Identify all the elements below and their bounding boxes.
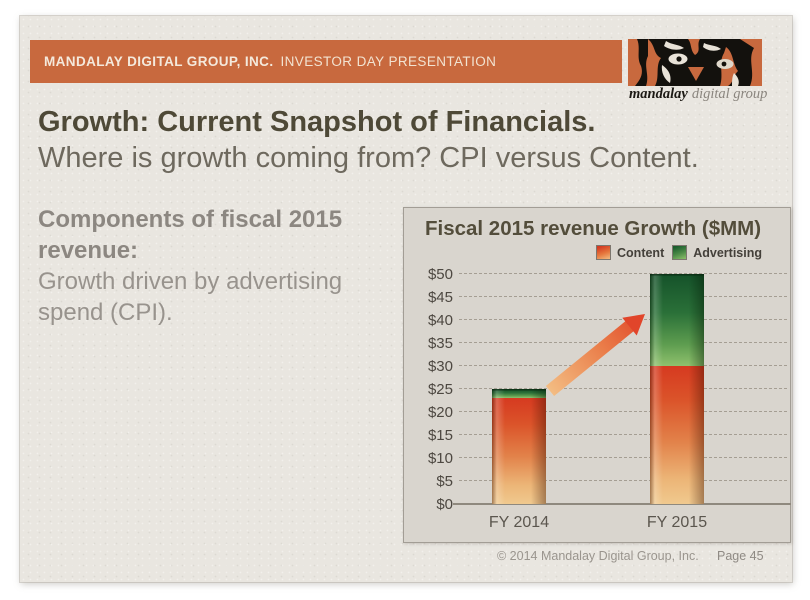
logo-word-main: mandalay xyxy=(629,86,688,102)
tiger-logo-icon xyxy=(628,39,762,86)
body-lead: Components of fiscal 2015 revenue: xyxy=(38,206,343,264)
legend-swatch-advertising xyxy=(672,245,688,260)
company-name: MANDALAY DIGITAL GROUP, INC. xyxy=(44,54,274,69)
y-tick-label: $45 xyxy=(427,289,453,306)
legend-label: Content xyxy=(617,245,665,260)
legend-label: Advertising xyxy=(693,245,762,260)
bar-fy-2014 xyxy=(492,389,546,504)
gridline xyxy=(459,457,787,458)
bar-segment-content xyxy=(650,366,704,504)
gridline xyxy=(459,365,787,366)
y-tick-label: $40 xyxy=(427,312,453,329)
bar-segment-advertising xyxy=(650,274,704,366)
bar-segment-advertising xyxy=(492,389,546,399)
y-tick-label: $15 xyxy=(427,427,453,444)
y-tick-label: $5 xyxy=(436,473,453,490)
body-text: Components of fiscal 2015 revenue: Growt… xyxy=(38,204,346,328)
chart-title: Fiscal 2015 revenue Growth ($MM) xyxy=(425,217,762,240)
slide: MANDALAY DIGITAL GROUP, INC. INVESTOR DAY… xyxy=(20,16,792,582)
bar-segment-content xyxy=(492,398,546,504)
y-tick-label: $0 xyxy=(436,496,453,513)
legend-swatch-content xyxy=(596,245,612,260)
header-bar: MANDALAY DIGITAL GROUP, INC. INVESTOR DAY… xyxy=(30,40,622,83)
body-detail: Growth driven by advertising spend (CPI)… xyxy=(38,268,343,326)
slide-title: Growth: Current Snapshot of Financials. xyxy=(38,106,596,138)
header-text: MANDALAY DIGITAL GROUP, INC. INVESTOR DAY… xyxy=(44,40,496,83)
gridline xyxy=(459,411,787,412)
legend-item: Content xyxy=(596,245,664,260)
presentation-tagline: INVESTOR DAY PRESENTATION xyxy=(280,54,497,69)
logo-word-rest: digital group xyxy=(691,86,768,102)
x-axis-label: FY 2014 xyxy=(488,514,550,531)
chart-legend: Content Advertising xyxy=(596,245,762,260)
y-tick-label: $20 xyxy=(427,404,453,421)
legend-item: Advertising xyxy=(672,245,762,260)
y-tick-label: $25 xyxy=(427,381,453,398)
y-tick-label: $50 xyxy=(427,266,453,283)
footer-page-number: Page 45 xyxy=(717,549,764,563)
gridline xyxy=(459,319,787,320)
plot-area: $0 $5 $10 $15 $20 $25 $30 $35 $40 $45 $50 FY 2014 FY… xyxy=(428,266,791,531)
x-axis-label: FY 2015 xyxy=(646,514,708,531)
gridline xyxy=(459,480,787,481)
bar-fy-2015 xyxy=(650,274,704,504)
chart-panel: Fiscal 2015 revenue Growth ($MM) Content… xyxy=(403,207,791,543)
y-tick-label: $30 xyxy=(427,358,453,375)
y-tick-label: $35 xyxy=(427,335,453,352)
gridline xyxy=(459,342,787,343)
y-tick-label: $10 xyxy=(427,450,453,467)
gridline xyxy=(459,273,787,274)
footer-copyright: © 2014 Mandalay Digital Group, Inc. xyxy=(497,549,699,563)
slide-subtitle: Where is growth coming from? CPI versus … xyxy=(38,142,699,174)
x-axis-line xyxy=(453,503,791,505)
logo-wordmark: mandalay digital group xyxy=(629,86,789,103)
gridline xyxy=(459,434,787,435)
gridline xyxy=(459,296,787,297)
